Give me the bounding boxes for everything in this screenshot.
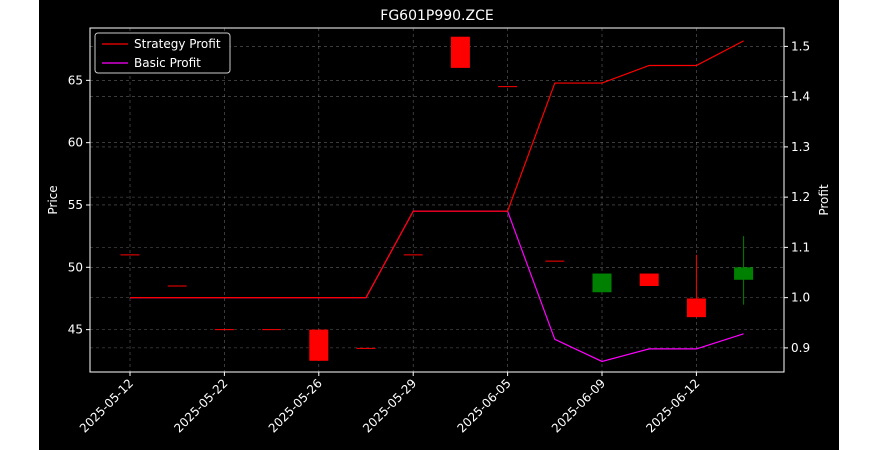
y-tick-label-right: 1.3 bbox=[791, 140, 810, 154]
candle-body bbox=[734, 267, 754, 280]
y-tick-label-right: 1.4 bbox=[791, 90, 810, 104]
x-tick-label: 2025-05-12 bbox=[77, 376, 136, 435]
x-tick-label: 2025-06-12 bbox=[643, 376, 702, 435]
x-tick-label: 2025-06-05 bbox=[455, 376, 514, 435]
x-tick-label: 2025-05-26 bbox=[266, 376, 325, 435]
y-tick-label-right: 1.1 bbox=[791, 240, 810, 254]
y-tick-label-right: 1.5 bbox=[791, 39, 810, 53]
legend-label-strategy: Strategy Profit bbox=[134, 37, 221, 51]
y-tick-label-right: 0.9 bbox=[791, 341, 810, 355]
y-tick-label-left: 60 bbox=[68, 136, 83, 150]
legend-box bbox=[94, 32, 231, 74]
y-tick-label-left: 50 bbox=[68, 260, 83, 274]
x-tick-label: 2025-05-22 bbox=[171, 376, 230, 435]
legend: Strategy Profit Basic Profit bbox=[94, 32, 231, 74]
chart-title: FG601P990.ZCE bbox=[380, 8, 493, 24]
x-tick-label: 2025-05-29 bbox=[360, 376, 419, 435]
y-tick-label-right: 1.2 bbox=[791, 190, 810, 204]
basic-profit-line bbox=[130, 210, 744, 363]
x-tick-label: 2025-06-09 bbox=[549, 376, 608, 435]
y-tick-label-right: 1.0 bbox=[791, 291, 810, 305]
candle-body bbox=[309, 329, 329, 361]
candle-body bbox=[450, 36, 470, 68]
profit-lines-layer bbox=[130, 40, 744, 363]
candle-body bbox=[639, 273, 659, 286]
grid-layer bbox=[90, 28, 784, 372]
candle-body bbox=[686, 298, 706, 318]
axis-layer: 2025-05-12 2025-05-22 2025-05-26 2025-05-29… bbox=[68, 39, 810, 435]
y-tick-label-left: 45 bbox=[68, 323, 83, 337]
strategy-profit-line bbox=[130, 40, 744, 299]
candle-layer bbox=[120, 36, 754, 361]
y-tick-label-left: 55 bbox=[68, 198, 83, 212]
candle-body bbox=[592, 273, 612, 293]
y-axis-label-left: Price bbox=[46, 185, 60, 214]
y-tick-label-left: 65 bbox=[68, 73, 83, 87]
legend-label-basic: Basic Profit bbox=[134, 56, 201, 70]
chart-canvas: 2025-05-12 2025-05-22 2025-05-26 2025-05-29… bbox=[46, 8, 831, 435]
y-axis-label-right: Profit bbox=[817, 184, 831, 216]
plot-frame bbox=[89, 27, 785, 373]
chart-figure: 2025-05-12 2025-05-22 2025-05-26 2025-05-29… bbox=[39, 0, 839, 450]
